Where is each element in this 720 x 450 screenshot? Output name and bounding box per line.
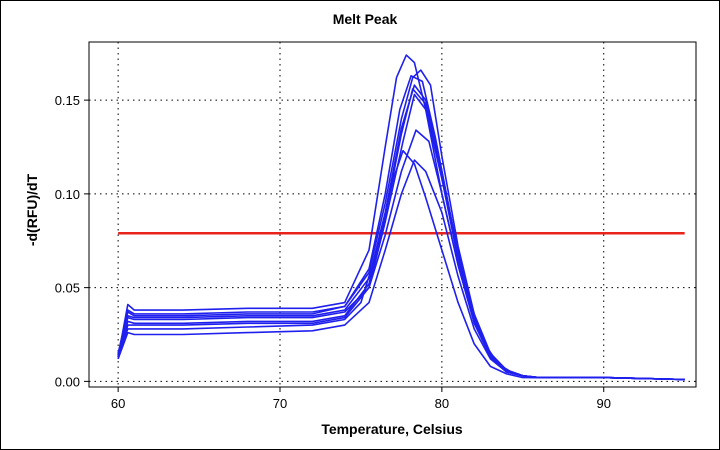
melt-curve-curve-2 [117,69,685,381]
x-tick-label: 90 [597,396,611,411]
plot-area-border [88,41,697,388]
y-axis-label: -d(RFU)/dT [24,173,40,246]
y-tick-label: 0.10 [55,187,80,202]
x-tick-label: 80 [435,396,449,411]
y-tick-label: 0.00 [55,374,80,389]
tick-labels: 60 70 80 90 0.00 0.05 0.10 0.15 [55,93,611,411]
chart-title: Melt Peak [333,11,398,27]
y-tick-label: 0.05 [55,281,80,296]
series-layer [117,54,685,381]
melt-curve-curve-8 [117,159,685,381]
melt-curve-curve-9 [117,75,685,381]
x-axis-label: Temperature, Celsius [321,421,463,437]
x-tick-label: 70 [273,396,287,411]
melt-curve-curve-7 [117,149,685,381]
melt-curve-curve-6 [117,129,685,381]
x-tick-label: 60 [111,396,125,411]
y-tick-label: 0.15 [55,93,80,108]
